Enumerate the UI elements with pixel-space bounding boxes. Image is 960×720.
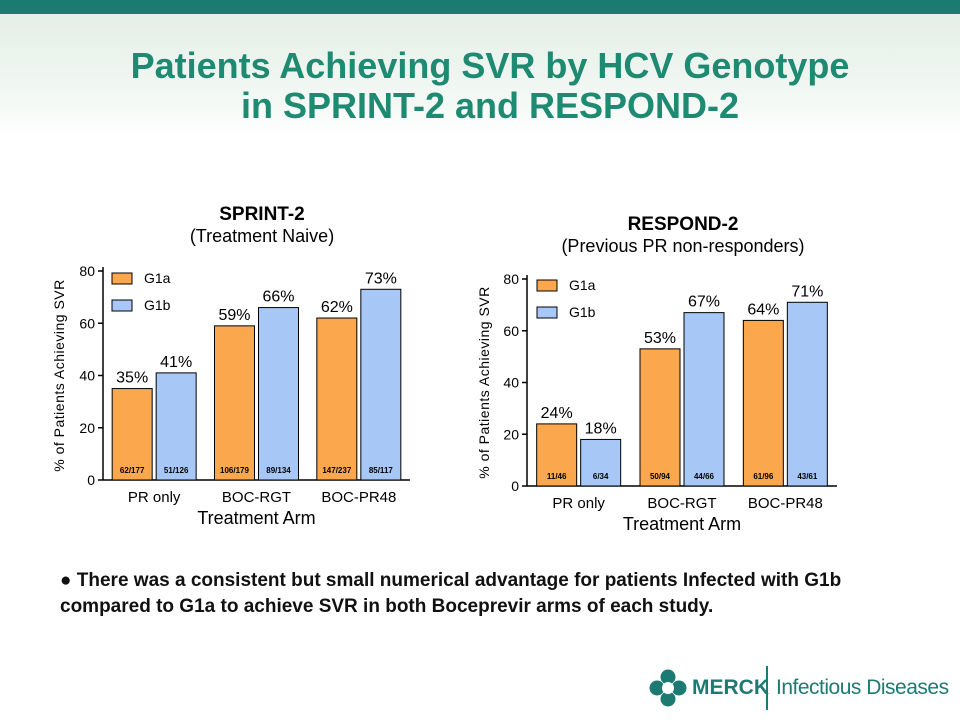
merck-wordmark: MERCK [692,676,769,699]
sprint-2-chart: SPRINT-2(Treatment Naive) % of Patients A… [51,204,410,528]
x-tick-label: BOC-RGT [647,495,716,512]
y-axis-label: % of Patients Achieving SVR [51,279,67,472]
bar-value-label: 35% [116,370,148,387]
bar-value-label: 62% [321,299,353,316]
page-title-line-1: Patients Achieving SVR by HCV Genotype [130,45,850,86]
x-tick-label: PR only [552,495,605,512]
y-tick-label: 40 [79,368,95,384]
bar-g1a [214,325,255,481]
legend-swatch [536,279,558,292]
bar-count-label: 61/96 [753,472,774,481]
page-title-line-2: in SPRINT-2 and RESPOND-2 [240,85,740,126]
x-tick-label: BOC-PR48 [748,495,823,512]
y-tick-label: 0 [511,478,519,494]
chart-subtitle: (Treatment Naive) [190,226,334,246]
top-accent-bar [0,0,960,14]
merck-logo: MERCK Infectious Diseases [648,664,949,712]
bar-count-label: 43/61 [797,472,818,481]
bar-value-label: 66% [262,289,294,306]
bar-count-label: 89/134 [266,466,291,475]
bar-value-label: 71% [791,283,823,300]
bar-count-label: 106/179 [220,466,249,475]
x-tick-label: BOC-PR48 [321,489,396,506]
bar-g1b [786,301,828,487]
chart-title: SPRINT-2 [219,204,305,225]
bar-count-label: 11/46 [547,472,567,481]
bar-value-label: 64% [747,301,779,318]
legend-label: G1a [144,270,171,286]
x-tick-label: PR only [128,489,181,506]
bar-g1a [639,348,681,487]
bar-g1a [111,388,153,481]
y-tick-label: 80 [79,263,95,279]
bar-count-label: 62/177 [120,466,145,475]
legend-label: G1b [569,304,596,320]
y-tick-label: 60 [79,315,95,331]
summary-bullet: ● There was a consistent but small numer… [60,568,880,620]
y-tick-label: 0 [87,472,95,488]
y-axis-label: % of Patients Achieving SVR [476,286,492,479]
bar-g1b [580,438,622,487]
bar-g1a [316,317,358,481]
legend-swatch [111,272,133,285]
merck-logo-icon [649,669,687,707]
bar-count-label: 44/66 [694,472,715,481]
legend-label: G1b [144,297,171,313]
legend-swatch [111,299,133,312]
legend-swatch [536,306,558,319]
bar-value-label: 59% [218,307,250,324]
x-tick-label: BOC-RGT [222,489,291,506]
respond-2-chart: RESPOND-2(Previous PR non-responders) % o… [476,214,837,534]
y-tick-label: 40 [503,375,519,391]
bar-value-label: 67% [688,294,720,311]
bullet-marker: ● [60,570,72,591]
bar-count-label: 51/126 [164,466,189,475]
page-title: Patients Achieving SVR by HCV Genotype i… [60,46,920,126]
bar-value-label: 73% [365,270,397,287]
y-tick-label: 20 [503,426,519,442]
bar-value-label: 18% [585,420,617,437]
legend-label: G1a [569,277,596,293]
bar-g1b [683,312,725,487]
bar-count-label: 147/237 [322,466,351,475]
bar-count-label: 50/94 [650,472,671,481]
bar-value-label: 41% [160,354,192,371]
division-name: Infectious Diseases [776,676,949,699]
bar-g1b [155,372,197,481]
header-band [0,14,960,136]
bar-value-label: 53% [644,330,676,347]
x-axis-label: Treatment Arm [623,514,741,534]
bar-g1b [258,307,299,481]
x-axis-label: Treatment Arm [197,508,315,528]
chart-subtitle: (Previous PR non-responders) [561,236,804,256]
logo-divider [766,666,768,710]
chart-title: RESPOND-2 [628,214,739,235]
y-tick-label: 60 [503,323,519,339]
bar-g1a [536,423,578,487]
bar-count-label: 85/117 [369,466,394,475]
y-tick-label: 20 [79,420,95,436]
bar-g1a [742,319,784,487]
y-tick-label: 80 [503,271,519,287]
bar-g1b [360,288,402,481]
bullet-text: There was a consistent but small numeric… [60,570,842,617]
bar-value-label: 24% [541,405,573,422]
bar-count-label: 6/34 [593,472,609,481]
